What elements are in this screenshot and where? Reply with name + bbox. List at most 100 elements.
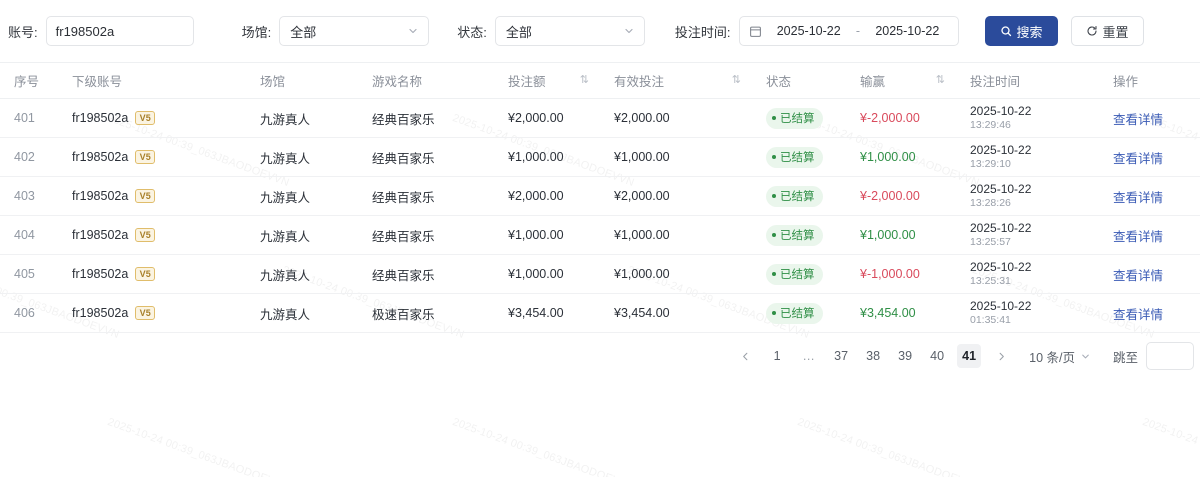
- table-header-index: 序号: [0, 62, 58, 99]
- bet-amount-text: ¥3,454.00: [508, 306, 564, 320]
- cell-game-name: 经典百家乐: [358, 176, 494, 216]
- cell-bet-time: 2025-10-22 13:29:10: [956, 137, 1099, 177]
- row-index: 401: [14, 111, 35, 125]
- bet-time-cell: 2025-10-22 13:25:31: [970, 260, 1099, 288]
- venue-select-value: 全部: [290, 24, 317, 40]
- pagination-page-37[interactable]: 37: [834, 349, 849, 363]
- cell-game-name: 经典百家乐: [358, 137, 494, 177]
- watermark-text: 2025-10-24 00:39_063JBAODOEVVN: [105, 416, 291, 477]
- cell-game-name: 经典百家乐: [358, 215, 494, 255]
- pagination-page-38[interactable]: 38: [866, 349, 881, 363]
- jump-input[interactable]: [1146, 342, 1194, 370]
- reset-button-label: 重置: [1102, 24, 1129, 40]
- page-size-select[interactable]: 10 条/页: [1029, 347, 1091, 366]
- chevron-left-icon[interactable]: [733, 344, 757, 368]
- table-header-status: 状态: [752, 62, 846, 99]
- cell-sub-account: fr198502a V5: [58, 254, 246, 294]
- sub-account-text: fr198502a: [72, 189, 129, 203]
- cell-action[interactable]: 查看详情: [1099, 254, 1200, 294]
- venue-field: 场馆: 全部: [242, 16, 430, 46]
- bet-time-cell: 2025-10-22 13:28:26: [970, 182, 1099, 210]
- cell-bet-amount: ¥1,000.00: [494, 215, 600, 255]
- chevron-down-icon: [623, 25, 635, 37]
- venue-select[interactable]: 全部: [279, 16, 430, 46]
- account-label: 账号:: [8, 24, 38, 40]
- status-select-value: 全部: [505, 24, 532, 40]
- refresh-icon: [1086, 25, 1098, 37]
- table-header-game_name: 游戏名称: [358, 62, 494, 99]
- chevron-down-icon: [407, 25, 419, 37]
- account-input[interactable]: fr198502a: [45, 16, 194, 46]
- valid-bet-text: ¥1,000.00: [614, 267, 670, 281]
- status-badge: 已结算: [766, 263, 823, 285]
- pagination-page-39[interactable]: 39: [898, 349, 913, 363]
- bet-clock: 13:25:31: [970, 274, 1011, 287]
- sort-arrows-icon[interactable]: ⇅: [731, 74, 741, 86]
- table-row[interactable]: 406 fr198502a V5 九游真人 极速百家乐 ¥3,454.00 ¥3,454.0…: [0, 293, 1200, 333]
- account-input-value: fr198502a: [55, 23, 115, 39]
- cell-valid-bet: ¥2,000.00: [600, 98, 752, 138]
- win-loss-text: ¥-2,000.00: [860, 111, 920, 125]
- view-detail-link[interactable]: 查看详情: [1113, 190, 1164, 205]
- view-detail-link[interactable]: 查看详情: [1113, 307, 1164, 322]
- cell-win-loss: ¥1,000.00: [846, 137, 956, 177]
- bet-date: 2025-10-22: [970, 181, 1032, 196]
- venue-text: 九游真人: [260, 112, 311, 127]
- search-button[interactable]: 搜索: [984, 16, 1058, 46]
- cell-bet-amount: ¥3,454.00: [494, 293, 600, 333]
- row-index: 406: [14, 306, 35, 320]
- cell-status: 已结算: [752, 137, 846, 177]
- status-select[interactable]: 全部: [494, 16, 645, 46]
- table-row[interactable]: 401 fr198502a V5 九游真人 经典百家乐 ¥2,000.00 ¥2,000.0…: [0, 98, 1200, 138]
- view-detail-link[interactable]: 查看详情: [1113, 151, 1164, 166]
- table-header-win_loss[interactable]: 输赢 ⇅: [846, 62, 956, 99]
- win-loss-text: ¥-1,000.00: [860, 267, 920, 281]
- pagination-page-1[interactable]: 1: [773, 349, 781, 363]
- reset-button[interactable]: 重置: [1070, 16, 1144, 46]
- status-label: 状态:: [457, 24, 487, 40]
- bet-date: 2025-10-22: [970, 220, 1032, 235]
- table-row[interactable]: 402 fr198502a V5 九游真人 经典百家乐 ¥1,000.00 ¥1,000.0…: [0, 137, 1200, 177]
- table-row[interactable]: 403 fr198502a V5 九游真人 经典百家乐 ¥2,000.00 ¥2,000.0…: [0, 176, 1200, 216]
- view-detail-link[interactable]: 查看详情: [1113, 229, 1164, 244]
- search-icon: [1000, 25, 1012, 37]
- table-header-row: 序号 下级账号 场馆 游戏名称 投注额 ⇅ 有效投注 ⇅ 状态 输赢 ⇅ 投注时间 操作: [0, 62, 1200, 99]
- date-range-picker[interactable]: 2025-10-22 - 2025-10-22: [738, 16, 959, 46]
- cell-venue: 九游真人: [246, 98, 358, 138]
- table-row[interactable]: 405 fr198502a V5 九游真人 经典百家乐 ¥1,000.00 ¥1,000.0…: [0, 254, 1200, 294]
- sub-account-text: fr198502a: [72, 228, 129, 242]
- watermark-text: 2025-10-24 00:39_063JBAODOEVVN: [450, 416, 636, 477]
- cell-action[interactable]: 查看详情: [1099, 98, 1200, 138]
- table-header-valid_bet[interactable]: 有效投注 ⇅: [600, 62, 752, 99]
- sort-arrows-icon[interactable]: ⇅: [935, 74, 945, 86]
- vip-badge: V5: [135, 111, 156, 125]
- watermark-text: 2025-10-24 00:39_063JBAODOEVVN: [795, 416, 981, 477]
- cell-action[interactable]: 查看详情: [1099, 176, 1200, 216]
- cell-action[interactable]: 查看详情: [1099, 137, 1200, 177]
- valid-bet-text: ¥2,000.00: [614, 189, 670, 203]
- pagination-page-40[interactable]: 40: [930, 349, 945, 363]
- status-badge: 已结算: [766, 224, 823, 246]
- date-separator: -: [855, 24, 861, 38]
- cell-index: 404: [0, 215, 58, 255]
- table-row[interactable]: 404 fr198502a V5 九游真人 经典百家乐 ¥1,000.00 ¥1,000.0…: [0, 215, 1200, 255]
- cell-bet-amount: ¥1,000.00: [494, 254, 600, 294]
- cell-action[interactable]: 查看详情: [1099, 293, 1200, 333]
- sort-arrows-icon[interactable]: ⇅: [579, 74, 589, 86]
- view-detail-link[interactable]: 查看详情: [1113, 112, 1164, 127]
- date-end: 2025-10-22: [875, 24, 940, 38]
- cell-game-name: 极速百家乐: [358, 293, 494, 333]
- cell-sub-account: fr198502a V5: [58, 293, 246, 333]
- bet-time-label: 投注时间:: [674, 24, 731, 40]
- view-detail-link[interactable]: 查看详情: [1113, 268, 1164, 283]
- table-header-label: 操作: [1113, 75, 1139, 89]
- cell-win-loss: ¥-2,000.00: [846, 176, 956, 216]
- page-size-label: 10 条/页: [1029, 350, 1075, 365]
- chevron-right-icon[interactable]: [989, 344, 1013, 368]
- pagination-page-41[interactable]: 41: [957, 344, 982, 368]
- table-header-bet_amount[interactable]: 投注额 ⇅: [494, 62, 600, 99]
- status-field: 状态: 全部: [457, 16, 645, 46]
- cell-action[interactable]: 查看详情: [1099, 215, 1200, 255]
- status-badge-label: 已结算: [780, 191, 815, 203]
